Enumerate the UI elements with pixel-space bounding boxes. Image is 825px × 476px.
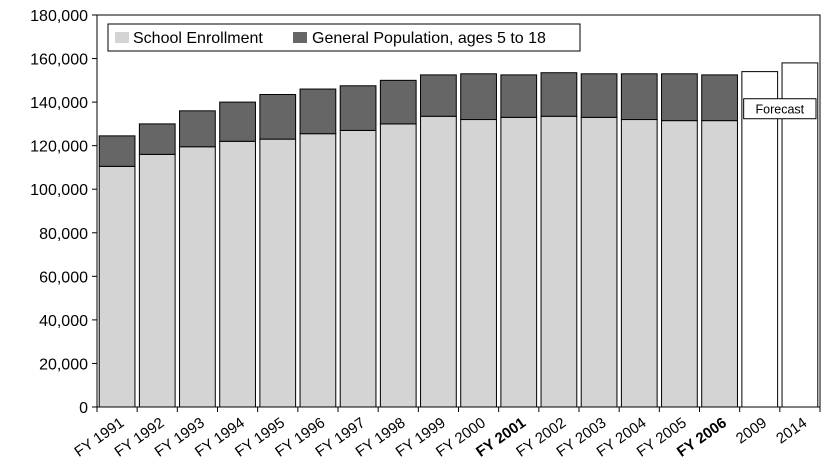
- y-tick-label: 80,000: [39, 226, 88, 243]
- bar-general-population: [299, 88, 337, 135]
- forecast-label-box: [743, 98, 817, 120]
- bar-general-population: [379, 79, 417, 125]
- y-tick-label: 140,000: [30, 95, 88, 112]
- y-axis-tick-labels: 0 20,000 40,000 60,000 80,000 100,000 120,000 1…: [30, 8, 88, 417]
- legend-label-general-population: General Population, ages 5 to 18: [312, 30, 546, 47]
- y-tick-label: 180,000: [30, 8, 88, 25]
- bar-general-population: [420, 74, 457, 117]
- bar-school-enrollment: [219, 140, 256, 408]
- y-tick-label: 120,000: [30, 139, 88, 156]
- bar-general-population: [339, 85, 377, 131]
- legend-swatch-general-population: [293, 32, 307, 43]
- legend: School Enrollment General Population, age…: [107, 23, 581, 52]
- bar-school-enrollment: [701, 120, 738, 408]
- bar-school-enrollment: [500, 116, 538, 408]
- x-tick-label: 2014: [773, 414, 810, 447]
- forecast-label: Forecast: [756, 103, 805, 117]
- bar-school-enrollment: [379, 123, 417, 408]
- y-tick-label: 60,000: [39, 269, 88, 286]
- y-tick-label: 100,000: [30, 182, 88, 199]
- y-tick-label: 20,000: [39, 356, 88, 373]
- y-tick-label: 40,000: [39, 313, 88, 330]
- bar-school-enrollment: [179, 146, 216, 408]
- bar-general-population: [580, 73, 618, 118]
- x-tick-label: 2009: [733, 414, 770, 447]
- bar-school-enrollment: [620, 119, 658, 408]
- axes: [92, 14, 821, 412]
- bar-school-enrollment: [580, 116, 618, 408]
- bar-school-enrollment: [259, 138, 297, 408]
- bar-general-population: [219, 101, 256, 142]
- bar-general-population: [259, 93, 297, 140]
- bar-general-population: [620, 73, 658, 121]
- legend-box: [107, 23, 581, 52]
- bar-general-population: [500, 74, 538, 118]
- bars: Forecast: [98, 62, 819, 408]
- bar-school-enrollment: [138, 153, 176, 408]
- forecast-bar: [741, 71, 779, 408]
- bar-general-population: [701, 74, 738, 122]
- forecast-bar: [781, 62, 819, 408]
- y-tick-label: 160,000: [30, 52, 88, 69]
- y-tick-label: 0: [79, 400, 88, 417]
- bar-school-enrollment: [661, 120, 698, 408]
- legend-swatch-school-enrollment: [115, 32, 129, 43]
- bar-school-enrollment: [98, 165, 136, 408]
- legend-label-school-enrollment: School Enrollment: [133, 30, 263, 47]
- bar-school-enrollment: [299, 133, 337, 408]
- bar-school-enrollment: [339, 129, 377, 408]
- bar-general-population: [661, 73, 698, 122]
- bar-general-population: [138, 123, 176, 155]
- bar-general-population: [460, 73, 497, 121]
- bar-general-population: [179, 110, 216, 148]
- bar-school-enrollment: [460, 119, 497, 408]
- bar-general-population: [98, 135, 136, 167]
- bar-school-enrollment: [420, 115, 457, 408]
- bar-school-enrollment: [540, 115, 578, 408]
- bar-general-population: [540, 72, 578, 117]
